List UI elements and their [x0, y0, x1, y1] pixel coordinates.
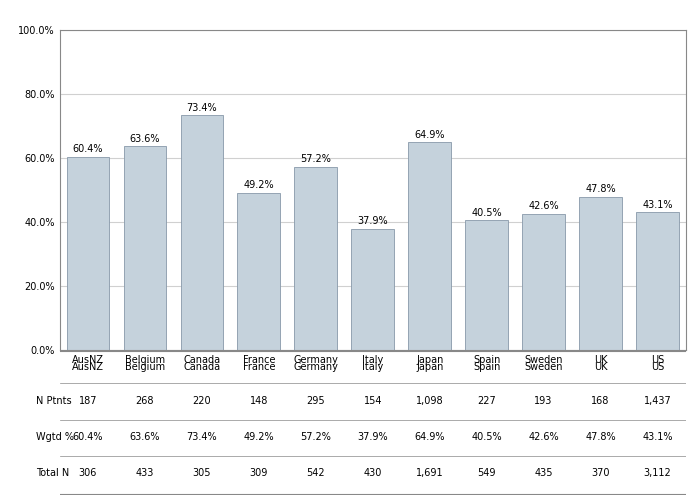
Text: 193: 193: [534, 396, 553, 406]
Text: 60.4%: 60.4%: [73, 144, 103, 154]
Text: 40.5%: 40.5%: [471, 208, 502, 218]
Text: 40.5%: 40.5%: [471, 432, 502, 442]
Text: 295: 295: [307, 396, 325, 406]
Text: Total N: Total N: [36, 468, 69, 478]
Bar: [408, 142, 451, 350]
Bar: [66, 156, 109, 350]
Text: Spain: Spain: [473, 362, 500, 372]
Text: 57.2%: 57.2%: [300, 154, 331, 164]
Text: 1,437: 1,437: [643, 396, 671, 406]
Text: 63.6%: 63.6%: [130, 134, 160, 144]
Text: 1,098: 1,098: [416, 396, 444, 406]
Text: 64.9%: 64.9%: [414, 130, 445, 140]
Text: AusNZ: AusNZ: [72, 362, 104, 372]
Text: 49.2%: 49.2%: [244, 180, 274, 190]
Text: 168: 168: [592, 396, 610, 406]
Text: 227: 227: [477, 396, 496, 406]
Text: 43.1%: 43.1%: [643, 200, 673, 209]
Text: 37.9%: 37.9%: [358, 216, 388, 226]
Text: Canada: Canada: [183, 362, 220, 372]
Text: Sweden: Sweden: [524, 362, 563, 372]
Text: 57.2%: 57.2%: [300, 432, 331, 442]
Text: 47.8%: 47.8%: [585, 184, 616, 194]
Bar: [636, 212, 679, 350]
Text: 306: 306: [79, 468, 97, 478]
Text: 73.4%: 73.4%: [187, 432, 217, 442]
Text: 3,112: 3,112: [643, 468, 671, 478]
Text: 64.9%: 64.9%: [414, 432, 445, 442]
Text: N Ptnts: N Ptnts: [36, 396, 71, 406]
Text: 63.6%: 63.6%: [130, 432, 160, 442]
Text: 148: 148: [250, 396, 268, 406]
Text: 305: 305: [193, 468, 211, 478]
Bar: [522, 214, 565, 350]
Text: 433: 433: [136, 468, 154, 478]
Text: 187: 187: [78, 396, 97, 406]
Text: 430: 430: [363, 468, 382, 478]
Bar: [237, 192, 280, 350]
Text: Japan: Japan: [416, 362, 443, 372]
Text: 37.9%: 37.9%: [358, 432, 388, 442]
Text: UK: UK: [594, 362, 608, 372]
Text: Wgtd %: Wgtd %: [36, 432, 74, 442]
Text: 1,691: 1,691: [416, 468, 444, 478]
Text: 42.6%: 42.6%: [528, 201, 559, 211]
Text: 73.4%: 73.4%: [187, 102, 217, 113]
Text: 542: 542: [307, 468, 325, 478]
Text: 154: 154: [363, 396, 382, 406]
Text: US: US: [651, 362, 664, 372]
Bar: [466, 220, 508, 350]
Bar: [579, 197, 622, 350]
Text: 49.2%: 49.2%: [244, 432, 274, 442]
Text: 309: 309: [250, 468, 268, 478]
Text: 220: 220: [193, 396, 211, 406]
Text: 370: 370: [592, 468, 610, 478]
Bar: [124, 146, 167, 350]
Text: 435: 435: [534, 468, 553, 478]
Bar: [295, 167, 337, 350]
Text: France: France: [243, 362, 275, 372]
Text: Belgium: Belgium: [125, 362, 165, 372]
Text: 549: 549: [477, 468, 496, 478]
Text: 47.8%: 47.8%: [585, 432, 616, 442]
Text: 42.6%: 42.6%: [528, 432, 559, 442]
Bar: [351, 228, 394, 350]
Text: 43.1%: 43.1%: [643, 432, 673, 442]
Text: Germany: Germany: [293, 362, 338, 372]
Text: Italy: Italy: [362, 362, 384, 372]
Text: 60.4%: 60.4%: [73, 432, 103, 442]
Text: 268: 268: [136, 396, 154, 406]
Bar: [181, 115, 223, 350]
